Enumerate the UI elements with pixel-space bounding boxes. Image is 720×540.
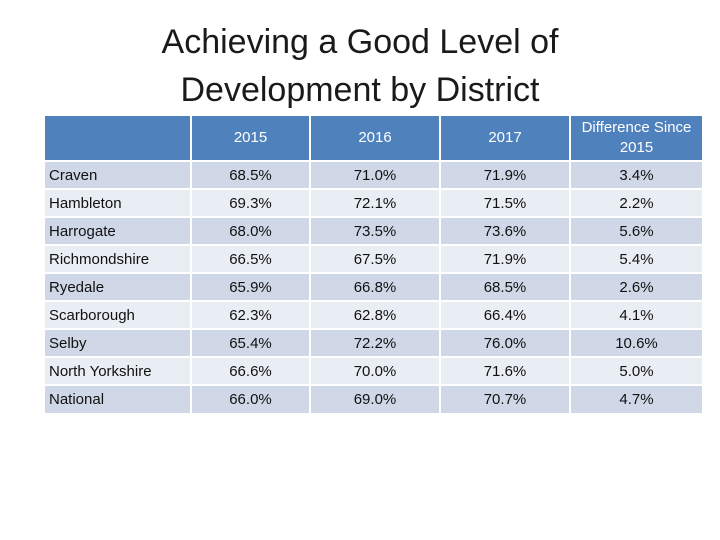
row-label: Richmondshire bbox=[45, 246, 190, 272]
cell-2016: 67.5% bbox=[311, 246, 439, 272]
table-row: Selby 65.4% 72.2% 76.0% 10.6% bbox=[45, 330, 702, 356]
table-row: Ryedale 65.9% 66.8% 68.5% 2.6% bbox=[45, 274, 702, 300]
cell-difference: 5.0% bbox=[571, 358, 702, 384]
row-label: Hambleton bbox=[45, 190, 190, 216]
title-line-2: Development by District bbox=[180, 71, 540, 109]
cell-2016: 72.2% bbox=[311, 330, 439, 356]
table-row: North Yorkshire 66.6% 70.0% 71.6% 5.0% bbox=[45, 358, 702, 384]
cell-2015: 68.0% bbox=[192, 218, 309, 244]
district-table: 2015 2016 2017 Difference Since 2015 Cra… bbox=[43, 114, 704, 415]
cell-difference: 3.4% bbox=[571, 162, 702, 188]
cell-2016: 72.1% bbox=[311, 190, 439, 216]
cell-2015: 65.4% bbox=[192, 330, 309, 356]
row-label: National bbox=[45, 386, 190, 413]
cell-difference: 10.6% bbox=[571, 330, 702, 356]
cell-difference: 4.7% bbox=[571, 386, 702, 413]
cell-2015: 66.0% bbox=[192, 386, 309, 413]
cell-2017: 70.7% bbox=[441, 386, 569, 413]
page-title: Achieving a Good Level of Development by… bbox=[100, 18, 620, 114]
row-label: North Yorkshire bbox=[45, 358, 190, 384]
cell-difference: 2.6% bbox=[571, 274, 702, 300]
cell-difference: 2.2% bbox=[571, 190, 702, 216]
table-row: Craven 68.5% 71.0% 71.9% 3.4% bbox=[45, 162, 702, 188]
row-label: Selby bbox=[45, 330, 190, 356]
cell-2016: 69.0% bbox=[311, 386, 439, 413]
table-row: Hambleton 69.3% 72.1% 71.5% 2.2% bbox=[45, 190, 702, 216]
cell-difference: 5.4% bbox=[571, 246, 702, 272]
cell-2017: 71.5% bbox=[441, 190, 569, 216]
row-label: Craven bbox=[45, 162, 190, 188]
table-row: Harrogate 68.0% 73.5% 73.6% 5.6% bbox=[45, 218, 702, 244]
table-row: Scarborough 62.3% 62.8% 66.4% 4.1% bbox=[45, 302, 702, 328]
cell-2015: 66.6% bbox=[192, 358, 309, 384]
header-cell-difference: Difference Since 2015 bbox=[571, 116, 702, 160]
cell-2016: 70.0% bbox=[311, 358, 439, 384]
cell-2016: 71.0% bbox=[311, 162, 439, 188]
cell-2015: 66.5% bbox=[192, 246, 309, 272]
cell-2017: 73.6% bbox=[441, 218, 569, 244]
cell-2017: 76.0% bbox=[441, 330, 569, 356]
table-row: National 66.0% 69.0% 70.7% 4.7% bbox=[45, 386, 702, 413]
cell-2015: 69.3% bbox=[192, 190, 309, 216]
cell-2015: 65.9% bbox=[192, 274, 309, 300]
header-cell-2015: 2015 bbox=[192, 116, 309, 160]
cell-2017: 71.9% bbox=[441, 246, 569, 272]
header-cell-2017: 2017 bbox=[441, 116, 569, 160]
cell-difference: 5.6% bbox=[571, 218, 702, 244]
cell-2017: 68.5% bbox=[441, 274, 569, 300]
header-cell-blank bbox=[45, 116, 190, 160]
cell-2017: 66.4% bbox=[441, 302, 569, 328]
title-line-1: Achieving a Good Level of bbox=[161, 23, 559, 61]
cell-2017: 71.9% bbox=[441, 162, 569, 188]
header-row: 2015 2016 2017 Difference Since 2015 bbox=[45, 116, 702, 160]
cell-2016: 62.8% bbox=[311, 302, 439, 328]
cell-2015: 62.3% bbox=[192, 302, 309, 328]
cell-2016: 73.5% bbox=[311, 218, 439, 244]
header-cell-2016: 2016 bbox=[311, 116, 439, 160]
row-label: Harrogate bbox=[45, 218, 190, 244]
row-label: Ryedale bbox=[45, 274, 190, 300]
cell-2016: 66.8% bbox=[311, 274, 439, 300]
row-label: Scarborough bbox=[45, 302, 190, 328]
cell-2017: 71.6% bbox=[441, 358, 569, 384]
table-row: Richmondshire 66.5% 67.5% 71.9% 5.4% bbox=[45, 246, 702, 272]
cell-difference: 4.1% bbox=[571, 302, 702, 328]
cell-2015: 68.5% bbox=[192, 162, 309, 188]
